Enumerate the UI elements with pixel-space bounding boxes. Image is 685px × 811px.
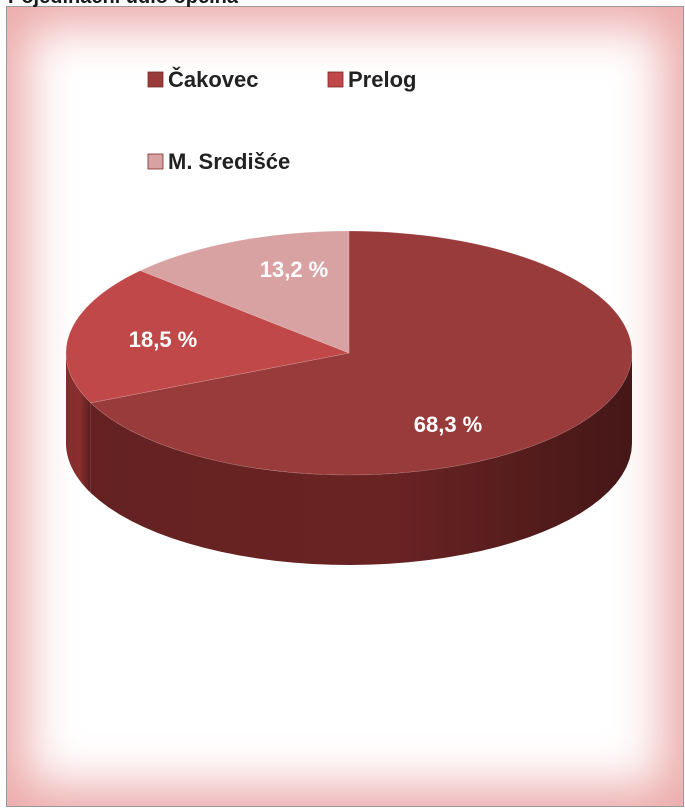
chart-header-text: Pojedinačni udio općina xyxy=(8,0,238,8)
data-label-cakovec: 68,3 % xyxy=(414,412,483,437)
legend-item-m-sredisce: M. Središće xyxy=(147,149,290,174)
pie-side-prelog-shade xyxy=(66,353,91,493)
pie-slice-cakovec xyxy=(90,230,633,476)
legend-label-prelog: Prelog xyxy=(348,67,416,92)
pie-slice-prelog xyxy=(65,270,351,404)
pie-slice-m-sredisce xyxy=(139,230,350,354)
legend-label-m-sredisce: M. Središće xyxy=(168,149,290,174)
data-label-prelog: 18,5 % xyxy=(129,327,198,352)
chart-header-fragment: Pojedinačni udio općina xyxy=(8,0,308,11)
legend-swatch-m-sredisce xyxy=(147,153,164,170)
pie-top-group xyxy=(65,230,633,476)
chart-legend: Čakovec Prelog M. Središće xyxy=(147,67,416,174)
legend-label-cakovec: Čakovec xyxy=(168,67,259,92)
data-label-group: 68,3 % 18,5 % 13,2 % xyxy=(129,257,483,437)
legend-item-cakovec: Čakovec xyxy=(147,67,259,92)
data-label-m-sredisce: 13,2 % xyxy=(260,257,329,282)
pie-side-group xyxy=(66,353,633,565)
pie-side-cakovec-shade xyxy=(90,353,633,565)
legend-item-prelog: Prelog xyxy=(327,67,416,92)
legend-swatch-cakovec xyxy=(147,71,164,88)
legend-swatch-prelog xyxy=(327,71,344,88)
